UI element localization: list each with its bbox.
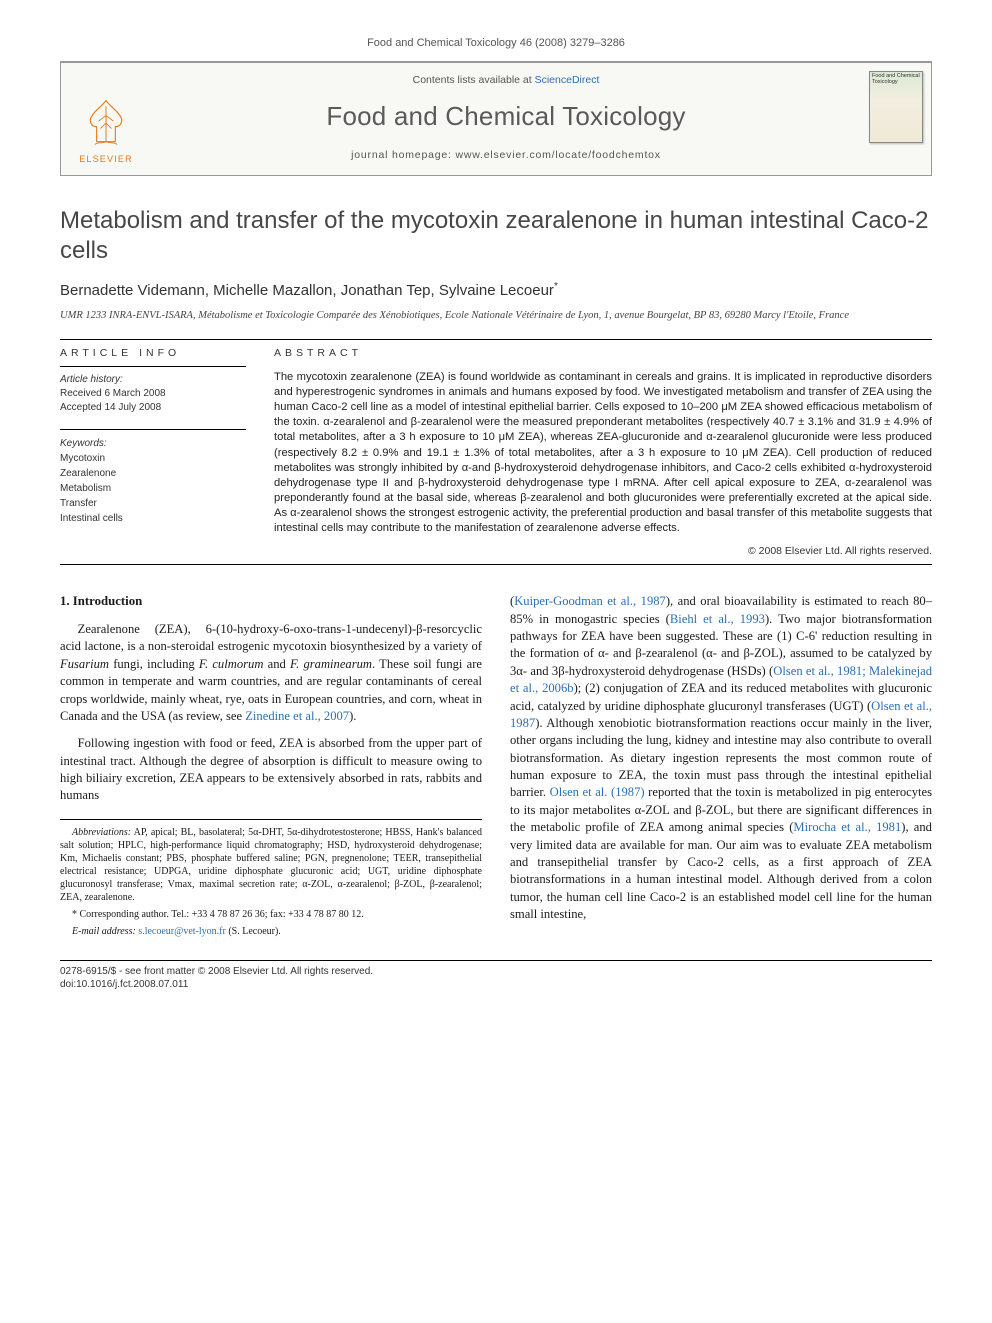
homepage-url[interactable]: www.elsevier.com/locate/foodchemtox — [455, 149, 660, 161]
text-run: fungi, including — [109, 657, 199, 671]
left-column: 1. Introduction Zearalenone (ZEA), 6-(10… — [60, 593, 482, 941]
authors: Bernadette Videmann, Michelle Mazallon, … — [60, 280, 932, 301]
keyword: Intestinal cells — [60, 511, 246, 526]
text-run: ). — [349, 709, 356, 723]
running-head: Food and Chemical Toxicology 46 (2008) 3… — [60, 36, 932, 51]
publisher-logo: ELSEVIER — [61, 63, 151, 175]
right-column: (Kuiper-Goodman et al., 1987), and oral … — [510, 593, 932, 941]
keywords-label: Keywords: — [60, 436, 246, 451]
article-history: Article history: Received 6 March 2008 A… — [60, 373, 246, 415]
corresponding-author: * Corresponding author. Tel.: +33 4 78 8… — [60, 908, 482, 921]
text-run: ); (2) conjugation of ZEA and its reduce… — [510, 681, 932, 712]
accepted-date: Accepted 14 July 2008 — [60, 401, 246, 415]
cover-caption: Food and Chemical Toxicology — [872, 74, 920, 86]
copyright-line: © 2008 Elsevier Ltd. All rights reserved… — [274, 544, 932, 558]
rule-top — [60, 339, 932, 340]
article-info-heading: article info — [60, 346, 246, 361]
email-link[interactable]: s.lecoeur@vet-lyon.fr — [138, 926, 226, 937]
page-footer: 0278-6915/$ - see front matter © 2008 El… — [60, 960, 932, 991]
intro-para-cont: (Kuiper-Goodman et al., 1987), and oral … — [510, 593, 932, 923]
taxon: F. graminearum — [290, 657, 372, 671]
publisher-name: ELSEVIER — [79, 153, 133, 166]
keywords-block: Keywords: Mycotoxin Zearalenone Metaboli… — [60, 436, 246, 526]
affiliation: UMR 1233 INRA-ENVL-ISARA, Métabolisme et… — [60, 309, 932, 323]
info-rule-1 — [60, 366, 246, 367]
citation-link[interactable]: Olsen et al. (1987) — [550, 785, 645, 799]
front-matter-line: 0278-6915/$ - see front matter © 2008 El… — [60, 965, 373, 978]
citation-link[interactable]: Mirocha et al., 1981 — [793, 820, 901, 834]
text-run: and — [263, 657, 290, 671]
body-columns: 1. Introduction Zearalenone (ZEA), 6-(10… — [60, 593, 932, 941]
corr-marker: * — [554, 281, 558, 292]
keyword: Mycotoxin — [60, 451, 246, 466]
info-rule-2 — [60, 429, 246, 430]
abbr-label: Abbreviations: — [72, 827, 131, 838]
abstract-heading: abstract — [274, 346, 932, 360]
citation-link[interactable]: Kuiper-Goodman et al., 1987 — [514, 594, 666, 608]
keyword: Zearalenone — [60, 466, 246, 481]
text-run: ), and very limited data are available f… — [510, 820, 932, 921]
contents-available: Contents lists available at ScienceDirec… — [151, 73, 861, 88]
journal-name: Food and Chemical Toxicology — [151, 98, 861, 134]
taxon: F. culmorum — [199, 657, 264, 671]
article-title: Metabolism and transfer of the mycotoxin… — [60, 206, 932, 266]
header-center: Contents lists available at ScienceDirec… — [151, 63, 861, 175]
rule-bottom — [60, 564, 932, 565]
footnotes: Abbreviations: AP, apical; BL, basolater… — [60, 819, 482, 938]
received-date: Received 6 March 2008 — [60, 387, 246, 401]
article-info: article info Article history: Received 6… — [60, 346, 246, 559]
history-label: Article history: — [60, 373, 246, 387]
doi-line: doi:10.1016/j.fct.2008.07.011 — [60, 978, 373, 991]
corr-label: * Corresponding author. — [72, 909, 171, 920]
elsevier-tree-icon — [78, 95, 134, 151]
keyword: Metabolism — [60, 481, 246, 496]
homepage-prefix: journal homepage: — [351, 149, 455, 161]
email-label: E-mail address: — [72, 926, 136, 937]
sciencedirect-link[interactable]: ScienceDirect — [535, 74, 600, 86]
abstract-text: The mycotoxin zearalenone (ZEA) is found… — [274, 370, 932, 536]
cover-thumb-box: Food and Chemical Toxicology — [869, 71, 923, 143]
meta-row: article info Article history: Received 6… — [60, 346, 932, 559]
journal-homepage: journal homepage: www.elsevier.com/locat… — [151, 148, 861, 163]
taxon: Fusarium — [60, 657, 109, 671]
journal-cover-thumb: Food and Chemical Toxicology — [861, 63, 931, 175]
email-line: E-mail address: s.lecoeur@vet-lyon.fr (S… — [60, 925, 482, 938]
intro-para-1: Zearalenone (ZEA), 6-(10-hydroxy-6-oxo-t… — [60, 621, 482, 725]
footer-left: 0278-6915/$ - see front matter © 2008 El… — [60, 965, 373, 991]
text-run: Zearalenone (ZEA), 6-(10-hydroxy-6-oxo-t… — [60, 622, 482, 653]
keyword: Transfer — [60, 496, 246, 511]
corr-text: Tel.: +33 4 78 87 26 36; fax: +33 4 78 8… — [171, 909, 364, 920]
citation-link[interactable]: Zinedine et al., 2007 — [245, 709, 349, 723]
abbr-text: AP, apical; BL, basolateral; 5α-DHT, 5α-… — [60, 827, 482, 903]
abbreviations: Abbreviations: AP, apical; BL, basolater… — [60, 826, 482, 904]
citation-link[interactable]: Biehl et al., 1993 — [670, 612, 765, 626]
intro-para-2: Following ingestion with food or feed, Z… — [60, 735, 482, 805]
authors-list: Bernadette Videmann, Michelle Mazallon, … — [60, 282, 554, 299]
section-heading: 1. Introduction — [60, 593, 482, 611]
email-suffix: (S. Lecoeur). — [226, 926, 281, 937]
journal-header: ELSEVIER Contents lists available at Sci… — [60, 61, 932, 176]
abstract: abstract The mycotoxin zearalenone (ZEA)… — [274, 346, 932, 559]
contents-prefix: Contents lists available at — [413, 74, 535, 86]
